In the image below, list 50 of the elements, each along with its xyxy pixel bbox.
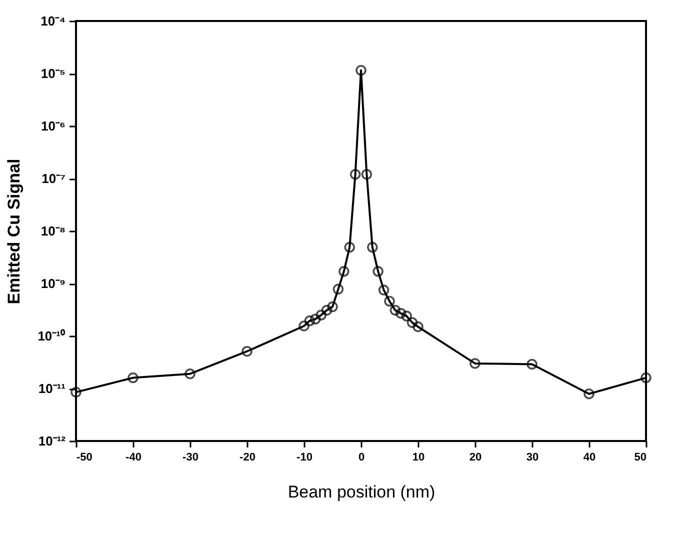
x-tick-label: 30 [526, 452, 539, 464]
y-axis-title: Emitted Cu Signal [4, 158, 24, 304]
point [412, 321, 424, 332]
x-tick-label: -50 [76, 452, 92, 464]
point [350, 168, 361, 180]
point [390, 304, 401, 316]
x-tick-label: -30 [182, 452, 198, 464]
x-tick-label: 50 [634, 452, 646, 464]
x-tick-label: 0 [358, 452, 365, 464]
point [298, 320, 310, 332]
x-tick-label: 40 [583, 452, 596, 464]
point [242, 346, 252, 357]
x-tick-label: -10 [296, 452, 312, 464]
point [406, 317, 418, 328]
point [401, 310, 412, 322]
point [526, 358, 538, 370]
point [338, 266, 350, 277]
point [378, 284, 390, 296]
x-tick-label: -20 [240, 452, 256, 464]
y-tick-label: 10⁻¹¹ [38, 381, 66, 396]
x-tick-label: -40 [126, 452, 142, 464]
point [396, 308, 406, 319]
y-tick-label: 10⁻⁶ [41, 118, 66, 134]
point [310, 314, 321, 324]
point [384, 296, 395, 307]
point [321, 304, 332, 316]
x-tick-label: 10 [412, 452, 425, 464]
y-tick-label: 10⁻⁷ [42, 171, 66, 186]
y-tick-label: 10⁻⁸ [40, 224, 66, 238]
y-tick-label: 10⁻⁵ [40, 66, 66, 81]
point [332, 284, 344, 295]
point [316, 310, 326, 320]
point [344, 242, 355, 253]
point [184, 368, 196, 380]
y-tick-label: 10⁻⁹ [40, 276, 66, 291]
point [470, 358, 480, 369]
point [372, 266, 384, 277]
x-tick-label: 20 [469, 452, 482, 464]
y-tick-label: 10⁻¹² [38, 434, 66, 448]
y-tick-label: 10⁻¹⁰ [38, 328, 66, 344]
point [584, 388, 594, 400]
point [367, 242, 378, 253]
x-axis-title: Beam position (nm) [288, 482, 436, 502]
y-tick-label: 10⁻⁴ [40, 14, 66, 28]
point [640, 372, 652, 384]
point [356, 64, 366, 76]
point [304, 315, 316, 326]
point [327, 301, 338, 312]
point [128, 372, 138, 384]
point [361, 168, 372, 180]
